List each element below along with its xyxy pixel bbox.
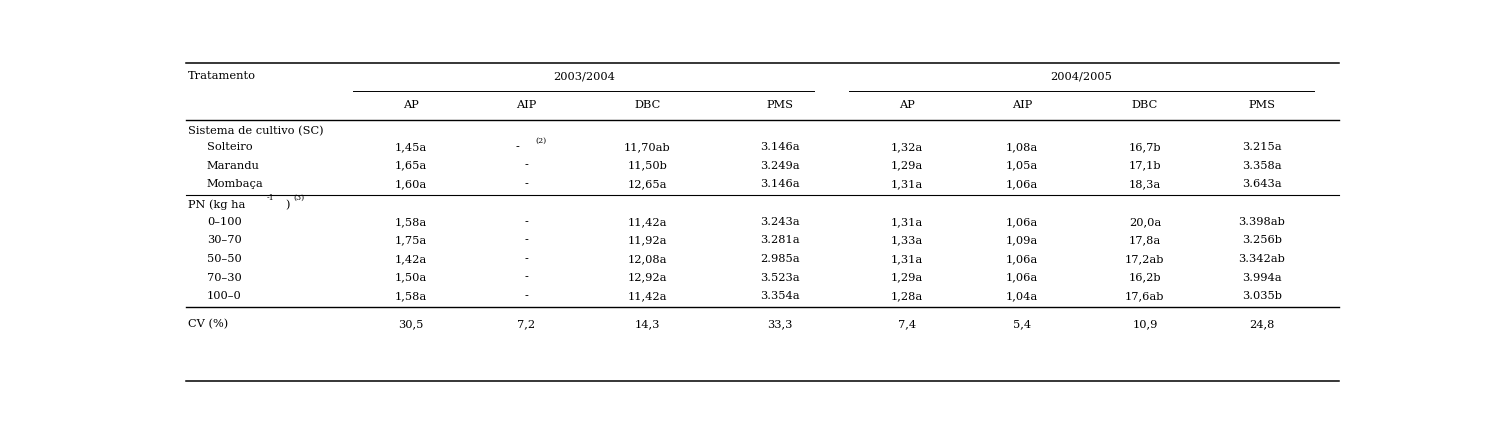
Text: 1,28a: 1,28a — [891, 291, 923, 301]
Text: Mombaça: Mombaça — [207, 179, 263, 189]
Text: 1,29a: 1,29a — [891, 161, 923, 170]
Text: 10,9: 10,9 — [1132, 319, 1158, 329]
Text: 3.256b: 3.256b — [1242, 235, 1283, 245]
Text: 3.358a: 3.358a — [1242, 161, 1281, 170]
Text: Tratamento: Tratamento — [189, 71, 256, 81]
Text: 5,4: 5,4 — [1013, 319, 1031, 329]
Text: PN (kg ha: PN (kg ha — [189, 200, 246, 210]
Text: Marandu: Marandu — [207, 161, 259, 170]
Text: ): ) — [286, 200, 290, 210]
Text: CV (%): CV (%) — [189, 319, 229, 329]
Text: 1,06a: 1,06a — [1006, 272, 1039, 283]
Text: 1,06a: 1,06a — [1006, 217, 1039, 227]
Text: AIP: AIP — [516, 100, 536, 110]
Text: 1,42a: 1,42a — [394, 254, 427, 264]
Text: 12,08a: 12,08a — [628, 254, 667, 264]
Text: -: - — [524, 217, 528, 227]
Text: 18,3a: 18,3a — [1129, 179, 1161, 189]
Text: 3.281a: 3.281a — [760, 235, 799, 245]
Text: 1,09a: 1,09a — [1006, 235, 1039, 245]
Text: 3.994a: 3.994a — [1242, 272, 1281, 283]
Text: AP: AP — [403, 100, 418, 110]
Text: 30–70: 30–70 — [207, 235, 241, 245]
Text: 3.146a: 3.146a — [760, 142, 799, 152]
Text: -1: -1 — [266, 194, 274, 202]
Text: 1,60a: 1,60a — [394, 179, 427, 189]
Text: 0–100: 0–100 — [207, 217, 241, 227]
Text: 3.215a: 3.215a — [1242, 142, 1281, 152]
Text: 1,75a: 1,75a — [394, 235, 427, 245]
Text: 3.354a: 3.354a — [760, 291, 799, 301]
Text: 17,2ab: 17,2ab — [1125, 254, 1165, 264]
Text: 11,92a: 11,92a — [628, 235, 667, 245]
Text: -: - — [524, 235, 528, 245]
Text: 17,8a: 17,8a — [1129, 235, 1161, 245]
Text: 20,0a: 20,0a — [1129, 217, 1161, 227]
Text: 3.398ab: 3.398ab — [1238, 217, 1286, 227]
Text: 16,7b: 16,7b — [1128, 142, 1161, 152]
Text: 24,8: 24,8 — [1250, 319, 1275, 329]
Text: 1,04a: 1,04a — [1006, 291, 1039, 301]
Text: 1,31a: 1,31a — [891, 217, 923, 227]
Text: -: - — [515, 142, 519, 152]
Text: 3.243a: 3.243a — [760, 217, 799, 227]
Text: 3.643a: 3.643a — [1242, 179, 1281, 189]
Text: 2.985a: 2.985a — [760, 254, 799, 264]
Text: -: - — [524, 161, 528, 170]
Text: (3): (3) — [293, 194, 305, 202]
Text: 100–0: 100–0 — [207, 291, 241, 301]
Text: 1,29a: 1,29a — [891, 272, 923, 283]
Text: 1,32a: 1,32a — [891, 142, 923, 152]
Text: -: - — [524, 179, 528, 189]
Text: -: - — [524, 291, 528, 301]
Text: 16,2b: 16,2b — [1128, 272, 1161, 283]
Text: 7,2: 7,2 — [518, 319, 536, 329]
Text: 14,3: 14,3 — [634, 319, 661, 329]
Text: 1,31a: 1,31a — [891, 254, 923, 264]
Text: 12,65a: 12,65a — [628, 179, 667, 189]
Text: 33,3: 33,3 — [768, 319, 793, 329]
Text: 1,31a: 1,31a — [891, 179, 923, 189]
Text: 3.249a: 3.249a — [760, 161, 799, 170]
Text: 70–30: 70–30 — [207, 272, 241, 283]
Text: DBC: DBC — [1132, 100, 1158, 110]
Text: 1,65a: 1,65a — [394, 161, 427, 170]
Text: AIP: AIP — [1012, 100, 1033, 110]
Text: 1,58a: 1,58a — [394, 217, 427, 227]
Text: 11,50b: 11,50b — [628, 161, 667, 170]
Text: 50–50: 50–50 — [207, 254, 241, 264]
Text: 17,6ab: 17,6ab — [1125, 291, 1165, 301]
Text: 1,33a: 1,33a — [891, 235, 923, 245]
Text: 17,1b: 17,1b — [1128, 161, 1161, 170]
Text: 11,42a: 11,42a — [628, 291, 667, 301]
Text: 1,58a: 1,58a — [394, 291, 427, 301]
Text: Solteiro: Solteiro — [207, 142, 253, 152]
Text: 30,5: 30,5 — [399, 319, 424, 329]
Text: 3.523a: 3.523a — [760, 272, 799, 283]
Text: 11,70ab: 11,70ab — [623, 142, 671, 152]
Text: 3.146a: 3.146a — [760, 179, 799, 189]
Text: 1,06a: 1,06a — [1006, 254, 1039, 264]
Text: 3.342ab: 3.342ab — [1238, 254, 1286, 264]
Text: PMS: PMS — [766, 100, 793, 110]
Text: 7,4: 7,4 — [897, 319, 915, 329]
Text: 1,50a: 1,50a — [394, 272, 427, 283]
Text: DBC: DBC — [634, 100, 661, 110]
Text: -: - — [524, 272, 528, 283]
Text: PMS: PMS — [1248, 100, 1275, 110]
Text: 2004/2005: 2004/2005 — [1051, 71, 1113, 81]
Text: 2003/2004: 2003/2004 — [554, 71, 615, 81]
Text: Sistema de cultivo (SC): Sistema de cultivo (SC) — [189, 126, 324, 136]
Text: 11,42a: 11,42a — [628, 217, 667, 227]
Text: 3.035b: 3.035b — [1242, 291, 1283, 301]
Text: AP: AP — [899, 100, 915, 110]
Text: 1,08a: 1,08a — [1006, 142, 1039, 152]
Text: -: - — [524, 254, 528, 264]
Text: 12,92a: 12,92a — [628, 272, 667, 283]
Text: (2): (2) — [536, 137, 546, 145]
Text: 1,06a: 1,06a — [1006, 179, 1039, 189]
Text: 1,45a: 1,45a — [394, 142, 427, 152]
Text: 1,05a: 1,05a — [1006, 161, 1039, 170]
